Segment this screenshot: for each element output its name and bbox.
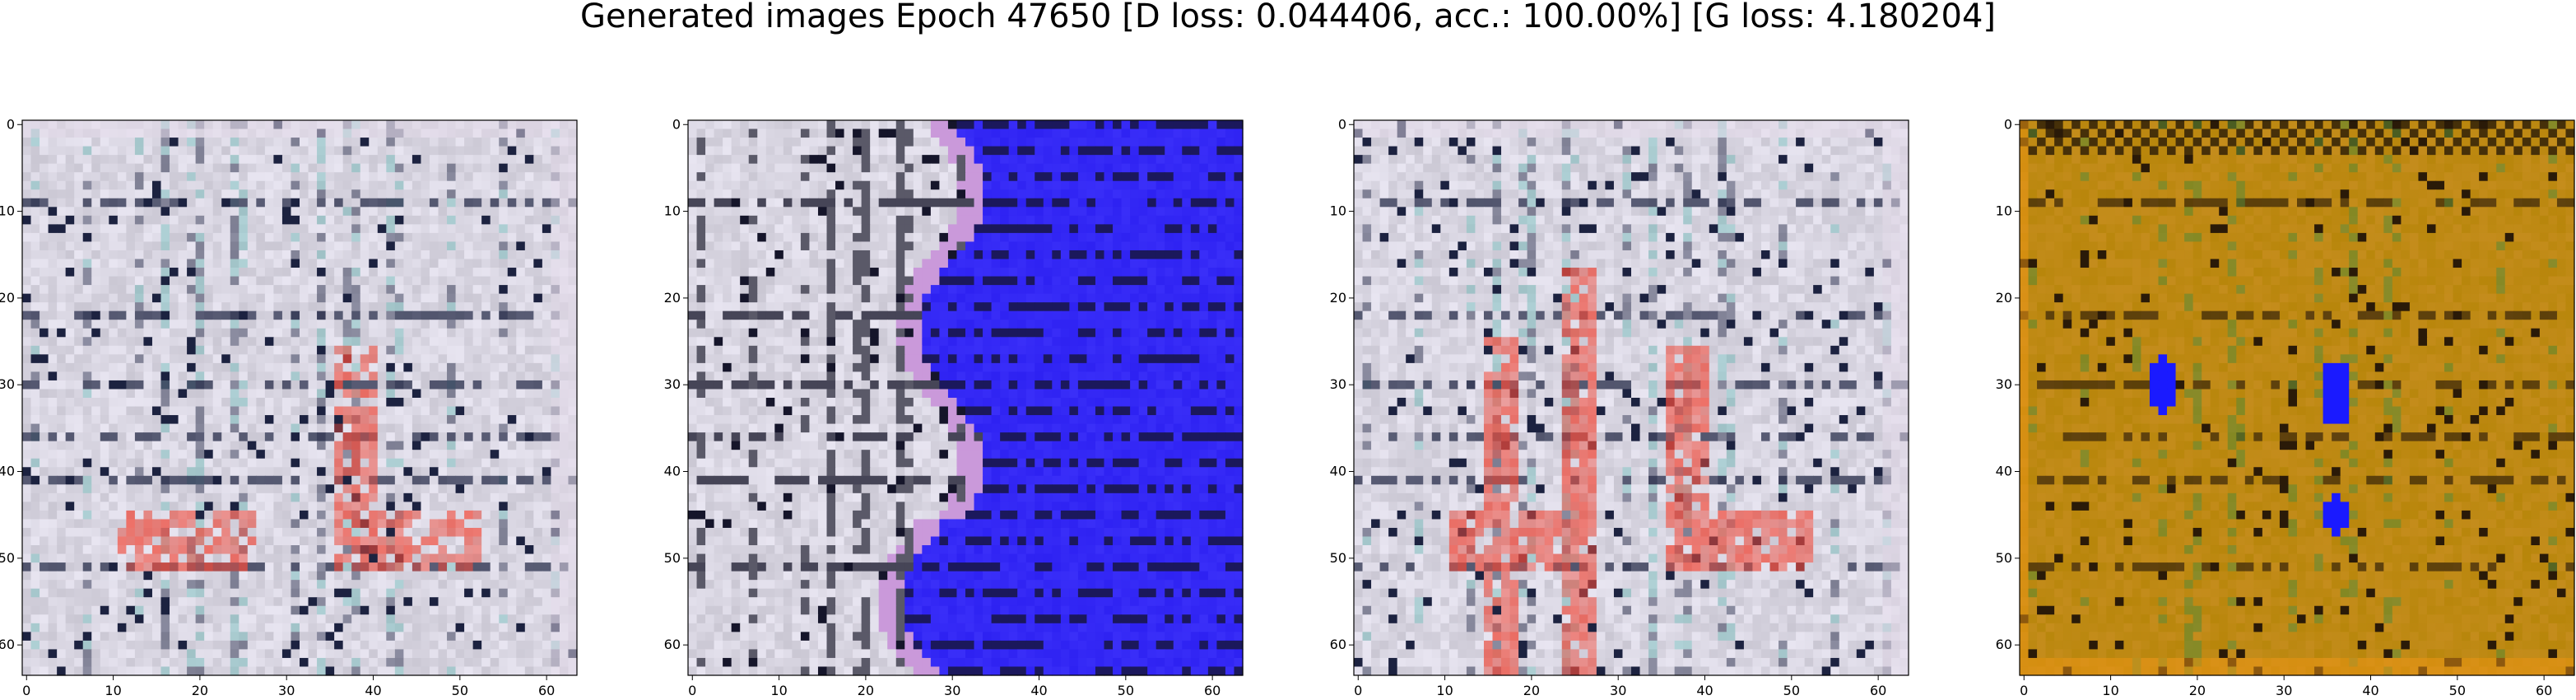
y-tick-label: 50 — [1330, 550, 1346, 566]
image-pixels — [2020, 120, 2575, 676]
image-panel-2: 0 10 20 30 40 50 60 0 10 20 30 40 50 60 — [663, 112, 1267, 700]
y-tick-label: 0 — [672, 116, 681, 132]
x-tick-label: 0 — [688, 683, 696, 698]
x-tick-label: 40 — [1030, 683, 1047, 698]
x-tick-label: 20 — [858, 683, 874, 698]
x-tick-label: 10 — [105, 683, 121, 698]
y-tick-label: 20 — [1330, 290, 1346, 306]
image-pixels — [1354, 120, 1909, 676]
y-tick-label: 20 — [664, 290, 681, 306]
y-tick-label: 30 — [1996, 376, 2012, 392]
y-tick-label: 30 — [664, 376, 681, 392]
y-tick-label: 40 — [1330, 464, 1346, 479]
y-tick-label: 0 — [7, 116, 15, 132]
y-tick-label: 20 — [0, 290, 15, 306]
x-tick-label: 0 — [2020, 683, 2028, 698]
x-tick-label: 60 — [538, 683, 555, 698]
y-tick-label: 20 — [1996, 290, 2012, 306]
y-tick-label: 30 — [1330, 376, 1346, 392]
y-tick-label: 40 — [664, 464, 681, 479]
image-pixels — [22, 120, 578, 676]
y-tick-label: 10 — [1996, 203, 2012, 219]
y-tick-label: 50 — [664, 550, 681, 566]
x-tick-label: 30 — [1610, 683, 1626, 698]
y-tick-label: 60 — [1996, 637, 2012, 652]
x-tick-label: 40 — [1696, 683, 1713, 698]
x-tick-label: 10 — [770, 683, 787, 698]
x-tick-label: 50 — [452, 683, 468, 698]
image-panel-1: 0 10 20 30 40 50 60 0 10 20 30 40 50 60 — [0, 112, 602, 700]
x-tick-label: 20 — [192, 683, 208, 698]
x-tick-label: 50 — [1118, 683, 1134, 698]
x-tick-label: 0 — [22, 683, 30, 698]
y-tick-label: 30 — [0, 376, 15, 392]
image-pixels — [688, 120, 1244, 676]
y-tick-label: 10 — [664, 203, 681, 219]
y-tick-label: 50 — [0, 550, 15, 566]
y-tick-label: 0 — [2004, 116, 2012, 132]
x-tick-label: 60 — [1204, 683, 1221, 698]
y-tick-label: 50 — [1996, 550, 2012, 566]
x-tick-label: 20 — [2189, 683, 2206, 698]
x-tick-label: 30 — [2276, 683, 2292, 698]
y-tick-label: 40 — [0, 464, 15, 479]
y-tick-label: 10 — [1330, 203, 1346, 219]
x-tick-label: 60 — [1870, 683, 1886, 698]
figure-suptitle: Generated images Epoch 47650 [D loss: 0.… — [0, 0, 2576, 40]
x-tick-label: 60 — [2536, 683, 2552, 698]
x-tick-label: 30 — [944, 683, 960, 698]
y-tick-label: 10 — [0, 203, 15, 219]
y-tick-label: 60 — [1330, 637, 1346, 652]
y-tick-label: 40 — [1996, 464, 2012, 479]
y-tick-label: 60 — [0, 637, 15, 652]
y-tick-label: 0 — [1338, 116, 1346, 132]
image-panel-4: 0 10 20 30 40 50 60 0 10 20 30 40 50 60 — [1995, 112, 2576, 700]
x-tick-label: 30 — [278, 683, 295, 698]
x-tick-label: 50 — [1783, 683, 1800, 698]
x-tick-label: 10 — [2102, 683, 2118, 698]
x-tick-label: 0 — [1354, 683, 1362, 698]
x-tick-label: 20 — [1523, 683, 1540, 698]
x-tick-label: 50 — [2449, 683, 2466, 698]
x-tick-label: 10 — [1436, 683, 1453, 698]
x-tick-label: 40 — [2362, 683, 2378, 698]
y-tick-label: 60 — [664, 637, 681, 652]
image-panel-3: 0 10 20 30 40 50 60 0 10 20 30 40 50 60 — [1329, 112, 1933, 700]
x-tick-label: 40 — [365, 683, 381, 698]
